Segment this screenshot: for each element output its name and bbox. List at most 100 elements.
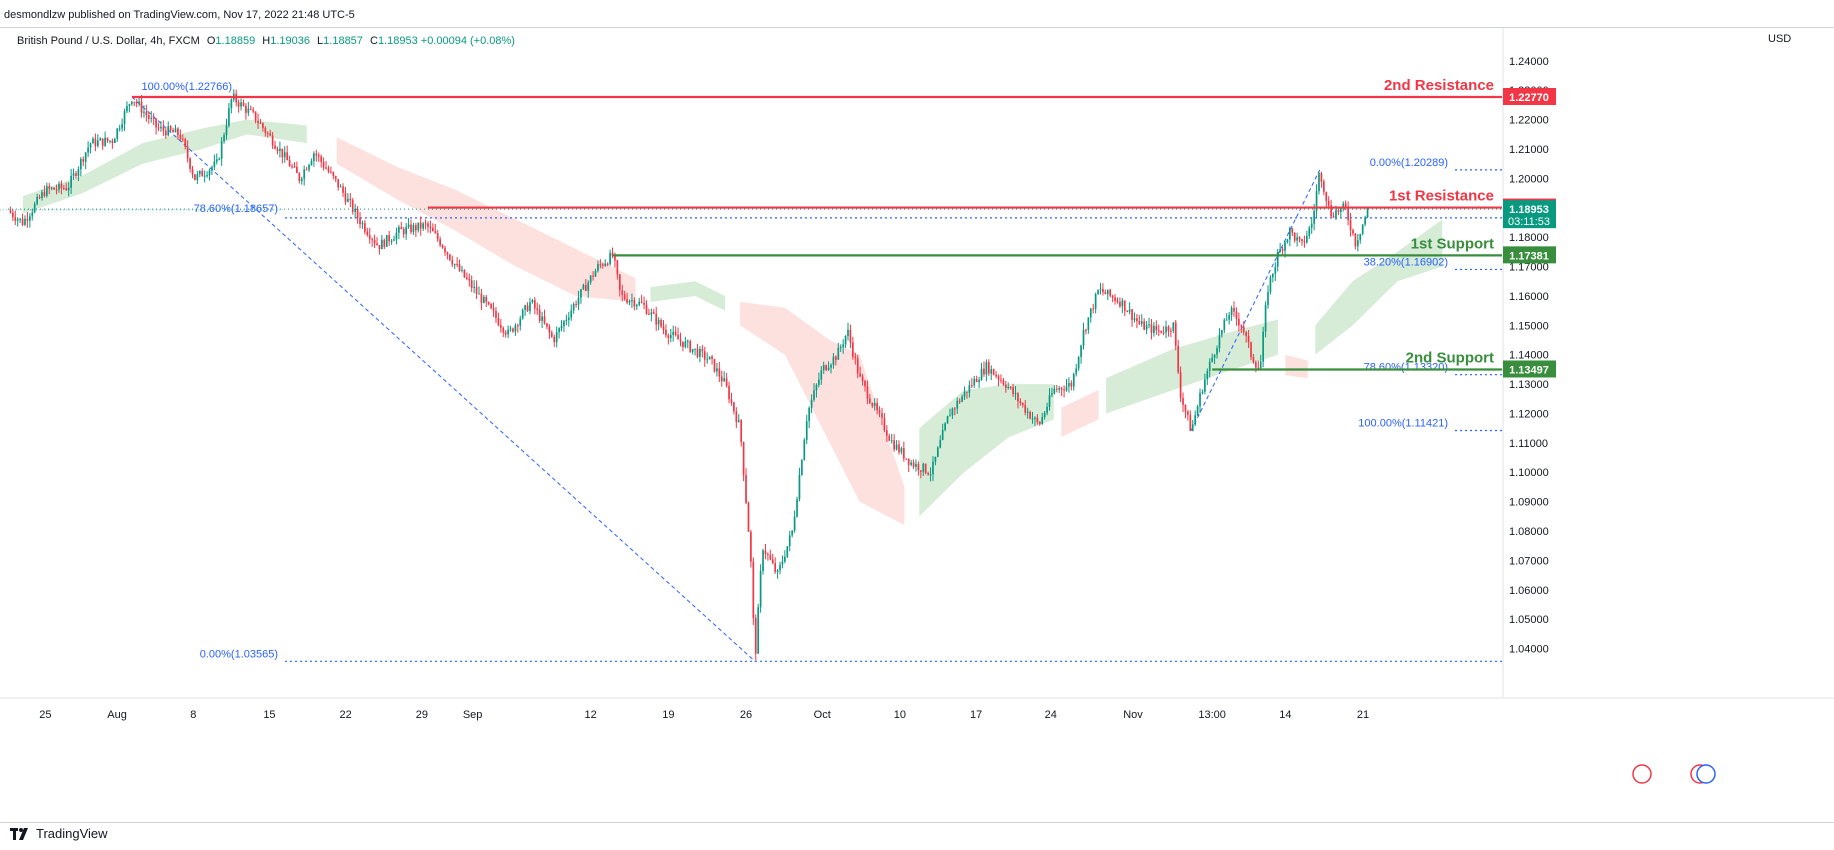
- candle-body: [174, 128, 177, 133]
- candle-body: [924, 463, 927, 473]
- candle-body: [1177, 345, 1180, 373]
- candle-body: [38, 197, 41, 199]
- candle-body: [618, 274, 621, 291]
- candle-body: [133, 101, 136, 103]
- open-label: O: [206, 35, 216, 47]
- economic-event-icon: [1696, 764, 1716, 784]
- candle-body: [26, 218, 29, 221]
- candle-body: [1160, 330, 1163, 333]
- candle-body: [735, 411, 738, 423]
- candle-body: [1184, 404, 1187, 412]
- candle-body: [196, 174, 199, 181]
- time-tick-label: 22: [340, 709, 352, 721]
- symbol-name: British Pound / U.S. Dollar, 4h, FXCM: [17, 35, 200, 47]
- candle-body: [1286, 239, 1289, 243]
- candle-body: [1189, 414, 1192, 431]
- candle-body: [490, 303, 492, 309]
- candle-body: [553, 336, 556, 343]
- candle-body: [373, 239, 376, 244]
- candle-body: [1075, 368, 1078, 374]
- time-tick-label: 26: [740, 709, 752, 721]
- candle-body: [364, 223, 366, 232]
- candle-body: [679, 339, 682, 342]
- candle-body: [79, 159, 82, 170]
- candle-body: [1349, 220, 1352, 231]
- candle-body: [480, 293, 483, 303]
- candle-body: [927, 472, 929, 475]
- candle-body: [1148, 324, 1150, 326]
- candle-body: [669, 334, 672, 339]
- currency-label: USD: [1768, 33, 1792, 45]
- candle-body: [279, 148, 281, 152]
- candle-body: [764, 550, 767, 555]
- candle-body: [533, 300, 536, 309]
- candle-body: [1128, 309, 1131, 312]
- candle-body: [470, 280, 473, 288]
- candle-body: [713, 359, 716, 372]
- candle-body: [487, 302, 490, 304]
- candle-body: [16, 219, 19, 221]
- candle-body: [827, 367, 830, 370]
- candle-body: [907, 458, 910, 465]
- candle-body: [849, 329, 852, 343]
- candle-body: [784, 556, 786, 562]
- candle-body: [737, 420, 740, 423]
- candle-body: [1055, 388, 1058, 390]
- candle-body: [1026, 411, 1029, 413]
- candle-body: [123, 111, 126, 125]
- candle-body: [953, 408, 956, 410]
- candle-body: [1014, 393, 1017, 395]
- candle-body: [281, 148, 284, 158]
- candle-body: [1325, 191, 1328, 202]
- candle-body: [9, 210, 12, 213]
- candle-body: [385, 235, 388, 247]
- candle-body: [1250, 342, 1252, 358]
- candle-body: [621, 290, 624, 295]
- tradingview-footer[interactable]: TradingView: [10, 826, 108, 841]
- candle-body: [475, 286, 478, 294]
- candle-body: [546, 323, 548, 327]
- candle-body: [298, 173, 301, 182]
- candle-body: [315, 153, 318, 156]
- candle-body: [1012, 387, 1014, 395]
- candle-body: [1068, 382, 1070, 387]
- candle-body: [985, 362, 988, 375]
- candle-body: [1335, 210, 1337, 218]
- candle-body: [888, 435, 891, 441]
- candle-body: [1123, 300, 1126, 311]
- candle-body: [665, 329, 667, 336]
- price-tick-label: 1.16000: [1509, 291, 1549, 303]
- candle-body: [1269, 277, 1272, 293]
- candle-body: [655, 313, 658, 325]
- time-tick-label: 21: [1357, 709, 1369, 721]
- candle-body: [652, 312, 655, 314]
- candle-body: [172, 130, 174, 133]
- fib-level-label: 38.20%(1.16902): [1364, 256, 1448, 268]
- price-tick-label: 1.09000: [1509, 497, 1549, 509]
- candle-body: [116, 128, 119, 139]
- candle-body: [507, 329, 509, 335]
- candle-body: [582, 284, 585, 290]
- candle-body: [77, 169, 80, 176]
- candle-body: [371, 239, 374, 241]
- candle-body: [184, 138, 187, 147]
- candle-body: [798, 474, 801, 500]
- candle-body: [946, 416, 949, 424]
- candle-body: [41, 192, 43, 199]
- candle-body: [274, 145, 276, 149]
- candle-body: [1199, 393, 1201, 407]
- candle-body: [347, 198, 349, 202]
- level-price-tag: [1503, 88, 1556, 106]
- fib-level-label: 100.00%(1.22766): [141, 81, 232, 93]
- candle-body: [825, 365, 828, 370]
- time-tick-label: 25: [39, 709, 51, 721]
- candle-body: [465, 277, 468, 279]
- candle-body: [1281, 249, 1284, 251]
- candle-body: [1182, 397, 1184, 405]
- candle-body: [1318, 173, 1320, 192]
- candle-body: [1131, 309, 1133, 320]
- candle-body: [728, 386, 730, 400]
- candle-body: [509, 328, 512, 330]
- candle-body: [398, 227, 400, 233]
